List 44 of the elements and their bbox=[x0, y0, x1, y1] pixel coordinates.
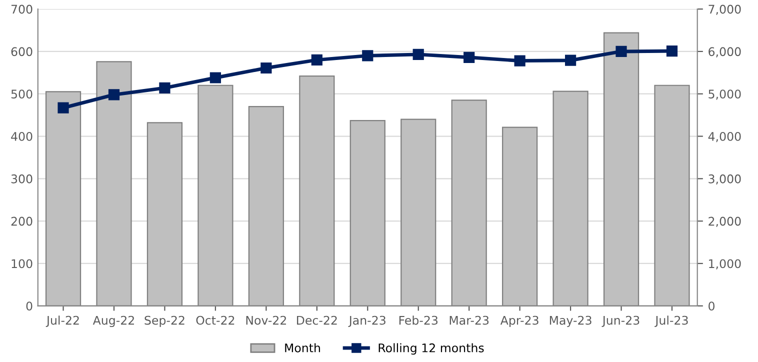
y-tick-label: 600 bbox=[11, 47, 32, 56]
x-tick-label: May-23 bbox=[550, 316, 592, 328]
y-tick-label: 400 bbox=[11, 132, 32, 141]
y2-tick-label: 3,000 bbox=[708, 174, 741, 185]
x-tick-label: Aug-22 bbox=[92, 316, 134, 328]
point bbox=[412, 48, 424, 60]
x-tick-label: Apr-23 bbox=[500, 316, 538, 328]
y-tick-label: 700 bbox=[11, 4, 32, 14]
y2-tick-label: 4,000 bbox=[708, 132, 741, 142]
x-tick-label: Jan-23 bbox=[348, 316, 386, 327]
y2-tick-label: 1,000 bbox=[709, 259, 741, 270]
y-tick-label: 0 bbox=[26, 302, 32, 311]
point bbox=[616, 46, 627, 58]
y2-tick-label: 7,000 bbox=[708, 4, 741, 15]
x-tick-label: Sep-22 bbox=[144, 316, 184, 328]
point bbox=[108, 89, 120, 100]
point bbox=[311, 54, 322, 66]
point bbox=[514, 55, 526, 66]
y-tick-label: 100 bbox=[12, 259, 32, 268]
y2-tick-label: 6,000 bbox=[708, 47, 741, 58]
point bbox=[159, 82, 170, 94]
x-tick-label: Oct-22 bbox=[196, 316, 234, 325]
x-tick-label: Feb-23 bbox=[399, 316, 438, 325]
point bbox=[58, 102, 69, 114]
y2-tick-label: 0 bbox=[708, 302, 715, 311]
y2-tick-label: 5,000 bbox=[708, 90, 741, 100]
x-tick-label: Dec-22 bbox=[296, 316, 337, 325]
point bbox=[260, 62, 272, 74]
legend-label: Month bbox=[285, 343, 320, 352]
point bbox=[666, 45, 678, 57]
x-tick-label: Nov-22 bbox=[246, 316, 286, 325]
point bbox=[362, 50, 374, 62]
y-tick-label: 200 bbox=[11, 216, 32, 226]
point bbox=[564, 54, 576, 66]
y-tick-label: 300 bbox=[11, 174, 32, 184]
point bbox=[464, 52, 475, 63]
y2-tick-label: 2,000 bbox=[708, 216, 741, 227]
x-tick-label: Jul-22 bbox=[46, 316, 79, 327]
x-tick-label: Mar-23 bbox=[450, 316, 489, 325]
x-tick-label: Jul-23 bbox=[654, 316, 688, 327]
legend-label: Rolling 12 months bbox=[378, 343, 484, 355]
point bbox=[210, 72, 222, 84]
y-tick-label: 500 bbox=[11, 90, 32, 99]
x-tick-label: Jun-23 bbox=[602, 316, 640, 327]
